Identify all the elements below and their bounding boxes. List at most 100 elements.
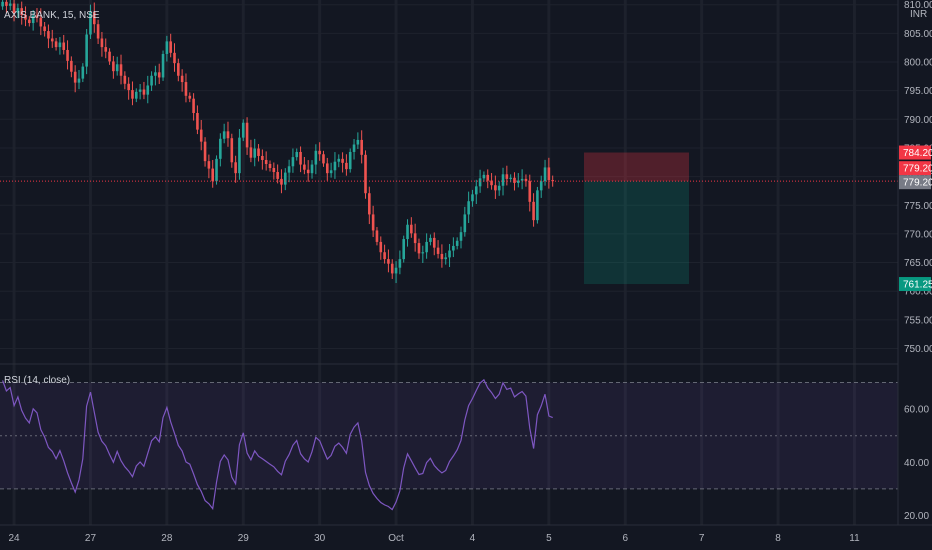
time-axis[interactable]: 24 27 28 29 30 Oct 4 5 6 7 8 11 [8, 533, 860, 544]
candle-98 [375, 227, 379, 246]
candle-141 [539, 175, 543, 198]
candle-97 [371, 205, 375, 237]
candle-75 [287, 159, 291, 183]
candle-37 [142, 81, 146, 100]
candle-10 [39, 8, 43, 36]
candle-85 [326, 157, 329, 181]
candle-69 [264, 151, 268, 171]
candle-73 [280, 169, 283, 194]
candle-106 [406, 219, 409, 247]
candle-23 [89, 4, 92, 39]
candle-20 [77, 70, 81, 90]
candle-body [337, 158, 341, 162]
candle-8 [31, 10, 35, 31]
candle-body [165, 41, 169, 54]
candle-body [482, 174, 486, 179]
short-position-tool[interactable] [584, 152, 689, 285]
candle-body [326, 163, 329, 174]
candle-body [66, 49, 69, 61]
price-tick-label-8: 790.00 [904, 115, 932, 126]
price-tick-label-0: 750.00 [904, 344, 932, 355]
horizontal-grid [0, 4, 898, 349]
candle-body [222, 131, 226, 139]
time-tick-label-1: 27 [85, 533, 97, 544]
candle-109 [417, 238, 421, 259]
rsi-title: RSI (14, close) [4, 375, 70, 386]
rsi-scale[interactable]: 20.00 40.00 60.00 [904, 405, 929, 522]
candle-82 [314, 144, 318, 175]
candle-body [348, 151, 352, 170]
candle-body [364, 154, 367, 194]
candle-66 [253, 138, 257, 167]
candle-111 [425, 233, 428, 259]
candle-body [135, 91, 138, 99]
candle-body [35, 15, 39, 18]
candle-body [5, 1, 8, 6]
candle-110 [421, 245, 425, 264]
candle-body [50, 38, 54, 42]
candle-38 [146, 75, 150, 104]
candle-body [142, 89, 146, 95]
candle-body [238, 137, 241, 174]
candle-64 [245, 117, 249, 155]
price-tick-label-3: 765.00 [904, 258, 932, 269]
time-tick-label-7: 5 [546, 533, 552, 544]
candle-15 [58, 37, 62, 55]
candle-76 [291, 148, 295, 173]
candle-body [387, 259, 390, 264]
candle-body [329, 170, 333, 174]
candle-127 [486, 169, 490, 189]
candle-body [77, 78, 81, 83]
stop-loss-zone[interactable] [584, 152, 689, 182]
take-profit-zone[interactable] [584, 181, 689, 285]
candle-61 [234, 155, 237, 183]
entry-price-tag-text: 779.20 [903, 164, 932, 175]
candle-body [157, 72, 161, 78]
candle-body [471, 194, 474, 202]
candle-body [73, 71, 77, 83]
candle-body [345, 162, 348, 170]
candle-body [467, 201, 470, 215]
candle-body [199, 129, 203, 142]
candle-84 [322, 150, 325, 167]
rsi-tick-label-2: 60.00 [904, 405, 929, 416]
candle-body [245, 122, 249, 148]
candle-body [215, 158, 218, 182]
candle-42 [161, 50, 165, 81]
candle-body [123, 75, 127, 84]
candle-body [264, 159, 268, 164]
candle-0 [1, 0, 4, 10]
candle-body [62, 42, 66, 50]
candle-130 [497, 181, 501, 196]
candle-body [314, 150, 318, 165]
candle-body [299, 151, 302, 165]
candle-body [394, 267, 398, 274]
price-tick-label-1: 755.00 [904, 315, 932, 326]
candle-body [524, 178, 528, 182]
last-price-tag-text: 779.20 [903, 178, 932, 189]
rsi-tick-label-0: 20.00 [904, 511, 929, 522]
candle-body [54, 41, 58, 48]
candle-body [341, 158, 344, 163]
time-tick-label-11: 11 [849, 533, 860, 544]
candle-body [429, 237, 432, 242]
candle-100 [383, 244, 386, 264]
candle-body [169, 41, 172, 53]
candle-body [425, 241, 428, 253]
candle-body [474, 186, 478, 195]
candle-7 [28, 16, 31, 27]
candle-45 [173, 43, 176, 72]
candle-17 [66, 40, 69, 70]
stop-price-tag-text: 784.20 [903, 148, 932, 159]
target-price-tag-text: 761.25 [903, 280, 932, 291]
candle-131 [501, 167, 505, 196]
price-tick-label-9: 795.00 [904, 86, 932, 97]
candle-67 [257, 144, 260, 162]
candle-body [58, 42, 62, 48]
candle-54 [207, 154, 211, 179]
candle-51 [196, 105, 199, 135]
time-tick-label-9: 7 [699, 533, 705, 544]
stop-price-tag: 784.20 [899, 145, 932, 160]
candle-21 [81, 63, 85, 83]
